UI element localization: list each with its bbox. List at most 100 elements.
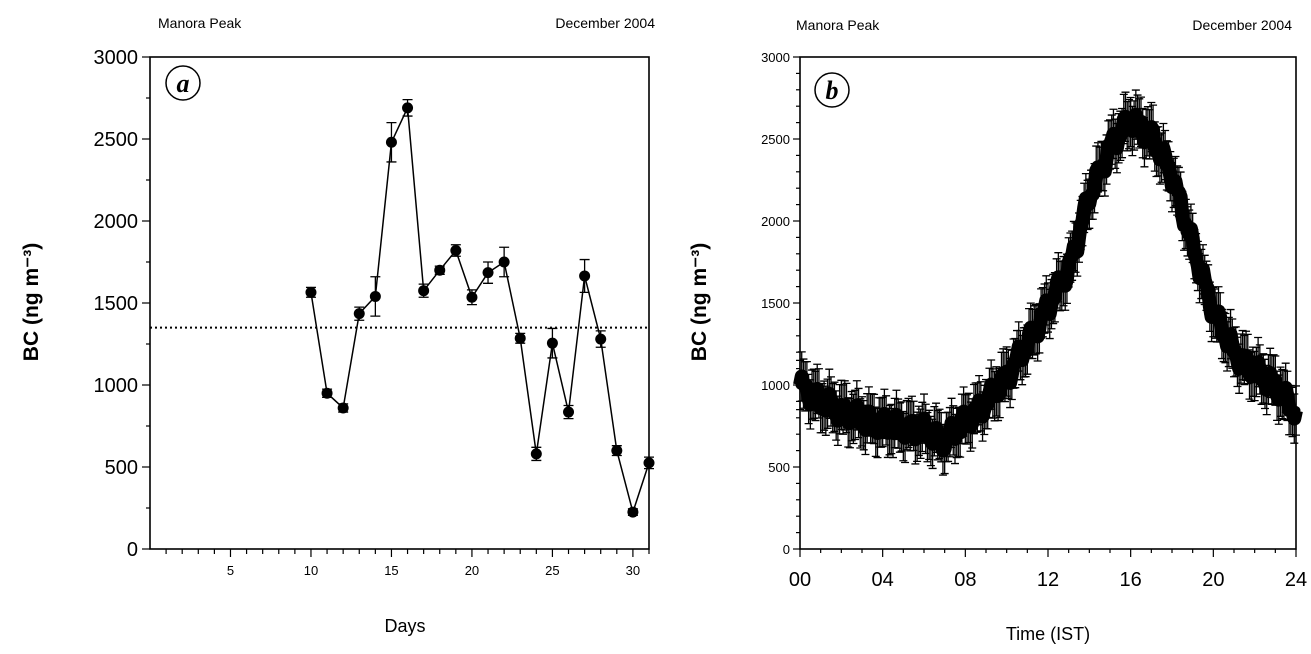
panel-a-y-tick-label: 1000 <box>94 375 139 397</box>
panel-b-y-axis-label: BC (ng m⁻³) <box>688 243 711 361</box>
panel-a-data-point <box>498 256 510 268</box>
panel-b-data-point <box>1157 153 1167 163</box>
panel-b-data-point <box>955 428 965 438</box>
panel-b-data-point <box>831 410 841 420</box>
panel-b-data-point <box>935 429 944 439</box>
panel-b-data-point <box>873 428 882 438</box>
panel-b-y-tick-label: 2500 <box>761 132 790 147</box>
panel-a-y-axis-label: BC (ng m⁻³) <box>20 243 43 361</box>
panel-b-data-point <box>966 422 975 432</box>
panel-a-x-tick-label: 10 <box>304 563 318 578</box>
panel-b-y-tick-label: 0 <box>783 542 790 557</box>
panel-a-x-axis-label: Days <box>384 616 425 636</box>
panel-b-data-point <box>811 391 820 401</box>
panel-b-site: Manora Peak <box>796 17 880 33</box>
panel-b: Manora Peak December 2004 BC (ng m⁻³) Ti… <box>688 17 1307 644</box>
panel-a-y-tick-label: 3000 <box>94 47 139 69</box>
panel-b-data-point <box>888 428 898 438</box>
panel-b-marks <box>793 89 1303 476</box>
panel-b-data-point <box>1172 186 1182 196</box>
panel-b-data-point <box>1203 284 1213 294</box>
panel-b-data-point <box>1007 370 1017 380</box>
panel-b-x-tick-label: 04 <box>872 569 894 591</box>
panel-b-data-point <box>1022 345 1032 355</box>
panel-b-data-point <box>1188 233 1198 243</box>
panel-b-data-point <box>898 431 908 441</box>
panel-b-badge <box>814 72 850 108</box>
panel-b-y-tick-label: 500 <box>768 460 790 475</box>
panel-a-data-point <box>579 270 591 282</box>
panel-b-y-tick-label: 1500 <box>761 296 790 311</box>
panel-b-data-point <box>919 414 929 424</box>
panel-b-data-point <box>1141 129 1151 139</box>
panel-b-x-tick-label: 16 <box>1120 569 1142 591</box>
panel-b-label: b <box>826 76 839 105</box>
panel-b-data-point <box>1069 241 1079 251</box>
panel-b-data-point <box>1048 294 1058 304</box>
panel-b-data-point <box>1224 337 1234 347</box>
panel-a-data-point <box>611 445 623 457</box>
panel-a-y-tick-label: 500 <box>105 457 138 479</box>
panel-a-y-tick-label: 2500 <box>94 129 139 151</box>
panel-b-data-point <box>1162 160 1172 170</box>
panel-b-data-point <box>986 380 996 390</box>
panel-a-data-point <box>643 457 655 469</box>
panel-b-x-tick-label: 12 <box>1037 569 1059 591</box>
panel-b-data-point <box>1239 355 1249 365</box>
panel-b-data-point <box>1146 122 1156 132</box>
panel-b-data-point <box>1084 199 1094 209</box>
panel-a-series-line <box>310 104 650 515</box>
panel-a-x-tick-label: 20 <box>465 563 479 578</box>
panel-a-data-point <box>595 333 607 345</box>
panel-b-data-point <box>893 419 903 429</box>
panel-b-data-point <box>1043 302 1053 312</box>
panel-b-data-point <box>1090 183 1099 193</box>
panel-a-plot-frame <box>149 56 650 550</box>
panel-a-data-point <box>353 308 365 320</box>
panel-a-y-tick-label: 2000 <box>94 211 139 233</box>
panel-b-x-tick-label: 20 <box>1202 569 1224 591</box>
panel-b-data-point <box>805 399 815 409</box>
panel-a-data-point <box>514 332 526 344</box>
panel-b-data-point <box>1033 331 1043 341</box>
panel-a-data-point <box>321 387 333 399</box>
panel-b-data-point <box>1126 117 1136 127</box>
panel-a-data-point <box>402 102 414 114</box>
panel-b-data-point <box>1131 110 1141 120</box>
panel-a-badge <box>165 65 201 101</box>
panel-b-data-point <box>1260 379 1270 389</box>
panel-a-x-tick-label: 15 <box>384 563 398 578</box>
panel-b-data-point <box>1281 383 1291 393</box>
panel-b-y-tick-label: 2000 <box>761 214 790 229</box>
panel-b-data-point <box>1214 306 1223 316</box>
panel-b-data-point <box>991 386 1001 396</box>
panel-b-data-point <box>1250 371 1260 381</box>
panel-b-data-point <box>1265 368 1275 378</box>
panel-b-y-tick-label: 3000 <box>761 50 790 65</box>
panel-b-data-point <box>1059 276 1068 286</box>
panel-b-x-tick-label: 08 <box>954 569 976 591</box>
panel-b-data-point <box>1110 139 1120 149</box>
panel-b-data-point <box>1198 264 1208 274</box>
panel-a-data-point <box>369 290 381 302</box>
panel-b-data-point <box>852 400 862 410</box>
panel-b-ticks: 0 500 1000 1500 2000 2500 3000 00 04 08 12 16 20 24 <box>761 50 1307 591</box>
panel-b-data-point <box>1229 347 1239 357</box>
panel-b-data-point <box>1115 131 1125 141</box>
panel-b-data-point <box>842 403 851 413</box>
panel-a-marks <box>150 98 655 518</box>
panel-a-x-tick-label: 30 <box>626 563 640 578</box>
panel-a-period: December 2004 <box>555 15 655 31</box>
panel-b-data-point <box>821 406 831 416</box>
panel-a-data-point <box>627 506 639 518</box>
panel-a-y-tick-label: 0 <box>127 539 138 561</box>
panel-b-x-tick-label: 24 <box>1285 569 1307 591</box>
panel-b-data-point <box>878 417 888 427</box>
panel-b-data-point <box>1100 166 1110 176</box>
panel-b-data-point <box>940 444 950 454</box>
panel-a-data-point <box>305 286 317 298</box>
panel-a-data-point <box>434 264 446 276</box>
panel-b-y-tick-label: 1000 <box>761 378 790 393</box>
panel-b-data-point <box>914 426 924 436</box>
